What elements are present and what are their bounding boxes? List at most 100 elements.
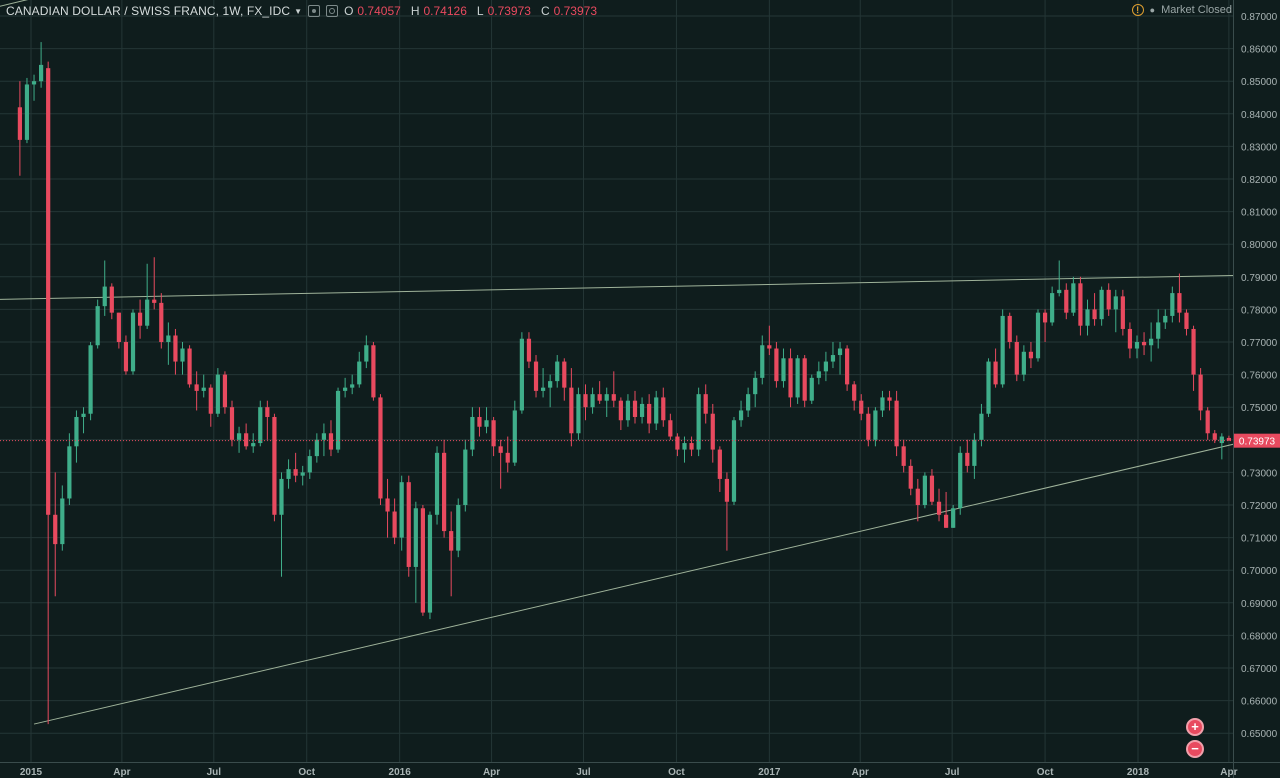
candle bbox=[1212, 430, 1217, 444]
candle-body bbox=[1170, 293, 1175, 316]
candle bbox=[1156, 309, 1161, 349]
candle-body bbox=[31, 81, 37, 85]
candle-body bbox=[53, 514, 58, 545]
candle-body bbox=[166, 335, 171, 342]
candle-body bbox=[1212, 433, 1217, 440]
candle bbox=[816, 361, 821, 385]
candle bbox=[229, 400, 235, 447]
candle-body bbox=[654, 397, 659, 424]
candle-body bbox=[187, 348, 192, 385]
candle-body bbox=[682, 443, 687, 450]
candle bbox=[738, 400, 744, 427]
candle bbox=[109, 283, 114, 320]
candle bbox=[385, 478, 390, 538]
candle bbox=[958, 446, 963, 515]
candle bbox=[194, 371, 199, 411]
last-price-label: 0.73973 bbox=[1239, 437, 1276, 448]
candle bbox=[597, 381, 602, 404]
last-price-tag bbox=[1234, 433, 1280, 448]
zoom-in-button[interactable]: + bbox=[1186, 718, 1204, 736]
candle-body bbox=[760, 345, 765, 378]
candle bbox=[943, 491, 949, 528]
candle-body bbox=[647, 403, 652, 424]
candle bbox=[1007, 312, 1012, 349]
candle bbox=[371, 342, 376, 401]
x-tick-label: Jul bbox=[945, 767, 960, 778]
zoom-out-button[interactable]: − bbox=[1186, 740, 1204, 758]
candle bbox=[67, 433, 72, 505]
candle-body bbox=[576, 394, 581, 434]
candle-body bbox=[74, 416, 79, 447]
candle-body bbox=[965, 452, 970, 466]
candle-body bbox=[1163, 315, 1168, 323]
candle-body bbox=[675, 436, 680, 450]
y-tick-label: 0.67000 bbox=[1241, 664, 1278, 675]
candle bbox=[845, 345, 850, 391]
market-status-label: Market Closed bbox=[1161, 4, 1232, 16]
y-tick-label: 0.73000 bbox=[1241, 468, 1278, 479]
candle-body bbox=[180, 348, 185, 362]
candle-body bbox=[420, 508, 425, 613]
candle bbox=[866, 407, 871, 447]
candle bbox=[1064, 283, 1069, 320]
candle-body bbox=[993, 361, 998, 385]
candle bbox=[859, 394, 864, 421]
candle-body bbox=[929, 475, 935, 502]
candle bbox=[201, 374, 206, 398]
symbol-title[interactable]: CANADIAN DOLLAR / SWISS FRANC, 1W, FX_ID… bbox=[6, 4, 291, 18]
x-tick-label: Oct bbox=[1037, 767, 1054, 778]
x-tick-label: 2017 bbox=[758, 767, 781, 778]
candle-body bbox=[845, 348, 850, 385]
y-tick-label: 0.72000 bbox=[1241, 501, 1278, 512]
candle-body bbox=[39, 64, 44, 82]
open-label: O bbox=[344, 4, 354, 18]
candle bbox=[279, 472, 284, 577]
y-tick-label: 0.84000 bbox=[1241, 110, 1278, 121]
x-tick-label: 2018 bbox=[1127, 767, 1150, 778]
candle bbox=[661, 387, 666, 427]
candle bbox=[993, 348, 998, 388]
x-tick-label: Jul bbox=[576, 767, 591, 778]
candle-body bbox=[823, 361, 828, 372]
candle-body bbox=[746, 394, 751, 411]
candle-body bbox=[244, 433, 249, 447]
visibility-icon[interactable] bbox=[308, 5, 321, 17]
candle-body bbox=[986, 361, 991, 414]
candle bbox=[590, 387, 595, 414]
candle bbox=[724, 472, 730, 551]
candle-body bbox=[67, 446, 72, 499]
candle-body bbox=[540, 387, 546, 391]
candle bbox=[470, 407, 475, 457]
close-value: 0.73973 bbox=[553, 4, 598, 18]
candle-body bbox=[526, 338, 532, 362]
candle-body bbox=[1141, 342, 1147, 346]
warning-icon[interactable]: ! bbox=[1131, 4, 1144, 16]
y-tick-label: 0.69000 bbox=[1241, 599, 1278, 610]
candle-body bbox=[17, 107, 22, 140]
settings-icon[interactable] bbox=[326, 5, 339, 17]
candle-body bbox=[385, 498, 390, 512]
candle bbox=[102, 260, 107, 316]
close-label: C bbox=[540, 4, 550, 18]
candle bbox=[922, 472, 927, 509]
candle bbox=[258, 400, 263, 447]
candle bbox=[244, 423, 249, 450]
symbol-dropdown-icon[interactable]: ▼ bbox=[294, 6, 303, 16]
candle-body bbox=[738, 410, 744, 421]
candle-body bbox=[392, 511, 397, 538]
candle bbox=[767, 325, 772, 356]
candle bbox=[632, 390, 638, 424]
candle bbox=[1226, 435, 1232, 441]
y-tick-label: 0.86000 bbox=[1241, 45, 1278, 56]
candle bbox=[123, 335, 129, 375]
candle bbox=[74, 410, 79, 463]
plot-area bbox=[0, 0, 1233, 725]
candle-body bbox=[81, 413, 86, 417]
candle-body bbox=[703, 394, 708, 414]
candle bbox=[427, 511, 433, 620]
x-tick-label: Oct bbox=[668, 767, 685, 778]
x-tick-label: 2015 bbox=[20, 767, 43, 778]
candle-body bbox=[1149, 338, 1154, 346]
candle bbox=[392, 498, 397, 545]
